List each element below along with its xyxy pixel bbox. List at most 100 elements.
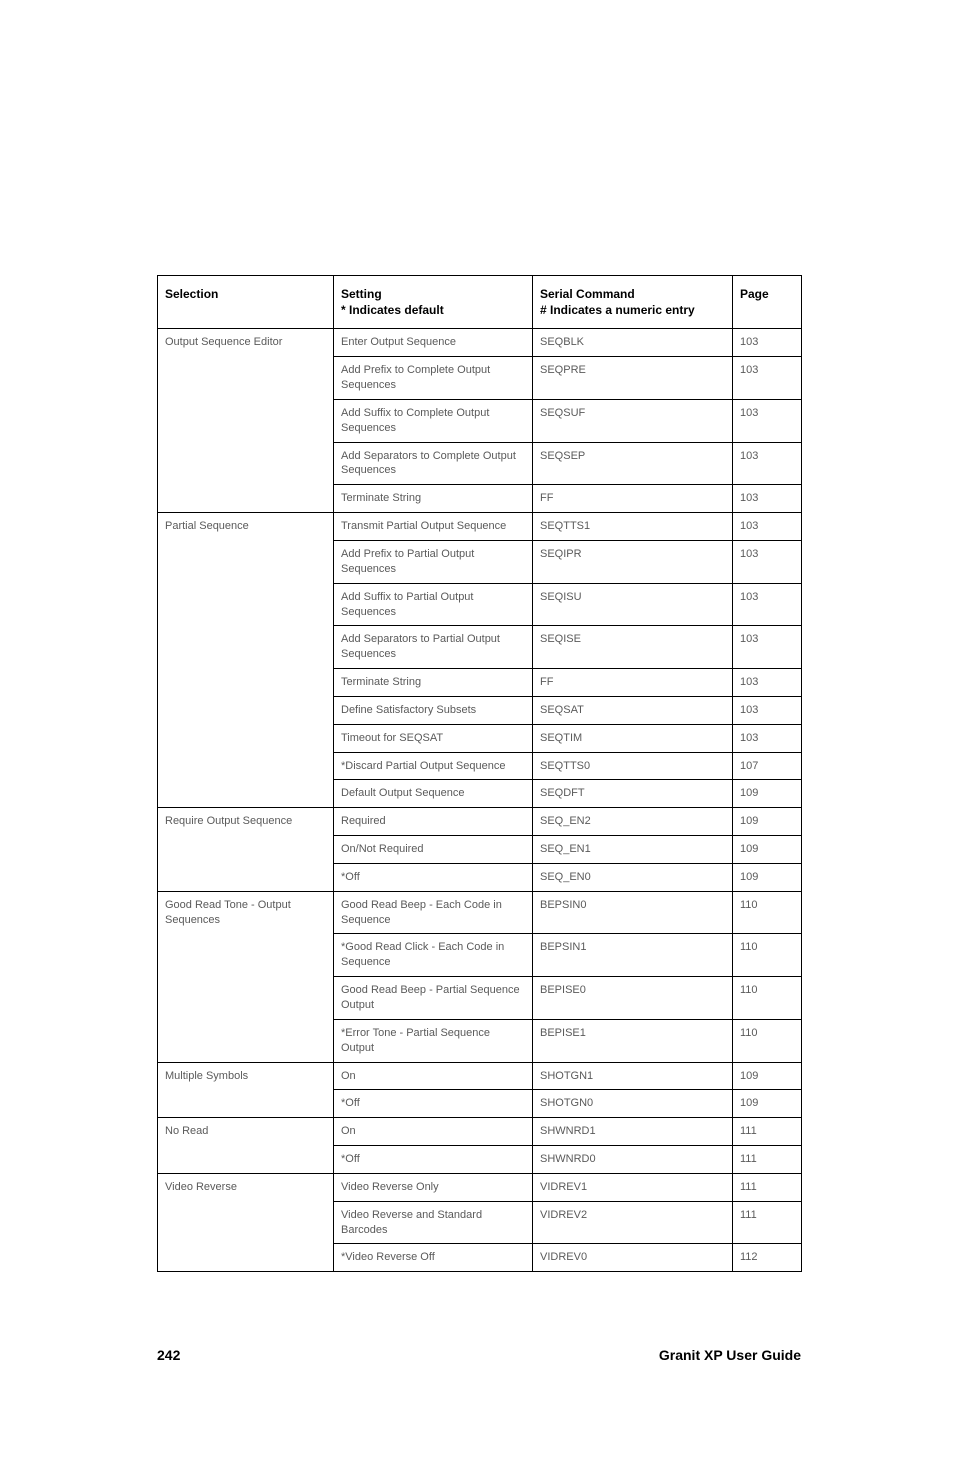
setting-cell: Add Prefix to Partial Output Sequences — [334, 540, 533, 583]
page-link-cell[interactable]: 111 — [733, 1146, 802, 1174]
setting-cell: Add Prefix to Complete Output Sequences — [334, 357, 533, 400]
setting-cell: Transmit Partial Output Sequence — [334, 513, 533, 541]
page-link-cell[interactable]: 110 — [733, 1019, 802, 1062]
page-link-cell[interactable]: 103 — [733, 696, 802, 724]
header-command: Serial Command # Indicates a numeric ent… — [533, 276, 733, 329]
page-link-cell[interactable]: 103 — [733, 329, 802, 357]
page-link-cell[interactable]: 109 — [733, 808, 802, 836]
setting-cell: Terminate String — [334, 669, 533, 697]
page-link-cell[interactable]: 110 — [733, 977, 802, 1020]
page-link-cell[interactable]: 112 — [733, 1244, 802, 1272]
page-link-cell[interactable]: 109 — [733, 1062, 802, 1090]
setting-cell: Add Separators to Complete Output Sequen… — [334, 442, 533, 485]
page-link-cell[interactable]: 103 — [733, 540, 802, 583]
page-link-cell[interactable]: 103 — [733, 724, 802, 752]
selection-cell: No Read — [158, 1118, 334, 1174]
guide-title: Granit XP User Guide — [659, 1347, 801, 1363]
table-row: Multiple SymbolsOnSHOTGN1109 — [158, 1062, 802, 1090]
page-link-cell[interactable]: 103 — [733, 399, 802, 442]
page-link-cell[interactable]: 109 — [733, 863, 802, 891]
table-header-row: Selection Setting * Indicates default Se… — [158, 276, 802, 329]
page-link-cell[interactable]: 110 — [733, 934, 802, 977]
command-cell: VIDREV1 — [533, 1173, 733, 1201]
setting-cell: On — [334, 1118, 533, 1146]
command-cell: BEPISE1 — [533, 1019, 733, 1062]
command-cell: SEQIPR — [533, 540, 733, 583]
page-link-cell[interactable]: 109 — [733, 836, 802, 864]
page-link-cell[interactable]: 103 — [733, 485, 802, 513]
setting-cell: Good Read Beep - Partial Sequence Output — [334, 977, 533, 1020]
setting-cell: Add Suffix to Complete Output Sequences — [334, 399, 533, 442]
selection-cell: Video Reverse — [158, 1173, 334, 1271]
page-link-cell[interactable]: 103 — [733, 357, 802, 400]
command-cell: SEQSAT — [533, 696, 733, 724]
setting-cell: *Off — [334, 1090, 533, 1118]
command-cell: SHOTGN0 — [533, 1090, 733, 1118]
command-cell: BEPISE0 — [533, 977, 733, 1020]
command-cell: SEQ_EN0 — [533, 863, 733, 891]
page-link-cell[interactable]: 103 — [733, 626, 802, 669]
command-cell: FF — [533, 485, 733, 513]
setting-cell: Good Read Beep - Each Code in Sequence — [334, 891, 533, 934]
command-cell: SHWNRD0 — [533, 1146, 733, 1174]
page-link-cell[interactable]: 110 — [733, 891, 802, 934]
command-cell: SHWNRD1 — [533, 1118, 733, 1146]
command-cell: SEQPRE — [533, 357, 733, 400]
command-cell: SEQ_EN1 — [533, 836, 733, 864]
command-cell: BEPSIN0 — [533, 891, 733, 934]
page-link-cell[interactable]: 103 — [733, 442, 802, 485]
page-link-cell[interactable]: 103 — [733, 583, 802, 626]
setting-cell: Video Reverse Only — [334, 1173, 533, 1201]
command-cell: SEQ_EN2 — [533, 808, 733, 836]
selection-cell: Require Output Sequence — [158, 808, 334, 892]
table-row: No ReadOnSHWNRD1111 — [158, 1118, 802, 1146]
table-row: Video ReverseVideo Reverse OnlyVIDREV111… — [158, 1173, 802, 1201]
page-link-cell[interactable]: 107 — [733, 752, 802, 780]
command-cell: SEQTTS1 — [533, 513, 733, 541]
setting-cell: On — [334, 1062, 533, 1090]
command-cell: SEQTIM — [533, 724, 733, 752]
command-cell: SHOTGN1 — [533, 1062, 733, 1090]
table-row: Good Read Tone - Output SequencesGood Re… — [158, 891, 802, 934]
table-row: Partial SequenceTransmit Partial Output … — [158, 513, 802, 541]
command-cell: SEQBLK — [533, 329, 733, 357]
setting-cell: Terminate String — [334, 485, 533, 513]
command-cell: VIDREV0 — [533, 1244, 733, 1272]
page-number: 242 — [157, 1347, 180, 1363]
page-link-cell[interactable]: 109 — [733, 780, 802, 808]
page-link-cell[interactable]: 111 — [733, 1201, 802, 1244]
page-footer: 242 Granit XP User Guide — [157, 1347, 801, 1363]
command-cell: SEQISU — [533, 583, 733, 626]
selection-cell: Good Read Tone - Output Sequences — [158, 891, 334, 1062]
header-page: Page — [733, 276, 802, 329]
header-selection: Selection — [158, 276, 334, 329]
page-link-cell[interactable]: 111 — [733, 1118, 802, 1146]
header-command-line2: # Indicates a numeric entry — [540, 303, 695, 317]
setting-cell: *Video Reverse Off — [334, 1244, 533, 1272]
command-cell: FF — [533, 669, 733, 697]
command-cell: SEQISE — [533, 626, 733, 669]
header-setting-line2: * Indicates default — [341, 303, 444, 317]
command-cell: SEQSEP — [533, 442, 733, 485]
header-command-line1: Serial Command — [540, 287, 635, 301]
setting-cell: Video Reverse and Standard Barcodes — [334, 1201, 533, 1244]
command-cell: VIDREV2 — [533, 1201, 733, 1244]
header-setting-line1: Setting — [341, 287, 382, 301]
page-link-cell[interactable]: 109 — [733, 1090, 802, 1118]
setting-cell: *Discard Partial Output Sequence — [334, 752, 533, 780]
setting-cell: On/Not Required — [334, 836, 533, 864]
table-row: Output Sequence EditorEnter Output Seque… — [158, 329, 802, 357]
setting-cell: Enter Output Sequence — [334, 329, 533, 357]
table-row: Require Output SequenceRequiredSEQ_EN210… — [158, 808, 802, 836]
document-page: Selection Setting * Indicates default Se… — [0, 0, 954, 1475]
page-link-cell[interactable]: 103 — [733, 669, 802, 697]
header-setting: Setting * Indicates default — [334, 276, 533, 329]
setting-cell: Add Suffix to Partial Output Sequences — [334, 583, 533, 626]
selection-cell: Output Sequence Editor — [158, 329, 334, 513]
command-cell: SEQTTS0 — [533, 752, 733, 780]
page-link-cell[interactable]: 111 — [733, 1173, 802, 1201]
setting-cell: *Good Read Click - Each Code in Sequence — [334, 934, 533, 977]
setting-cell: Default Output Sequence — [334, 780, 533, 808]
command-cell: BEPSIN1 — [533, 934, 733, 977]
page-link-cell[interactable]: 103 — [733, 513, 802, 541]
